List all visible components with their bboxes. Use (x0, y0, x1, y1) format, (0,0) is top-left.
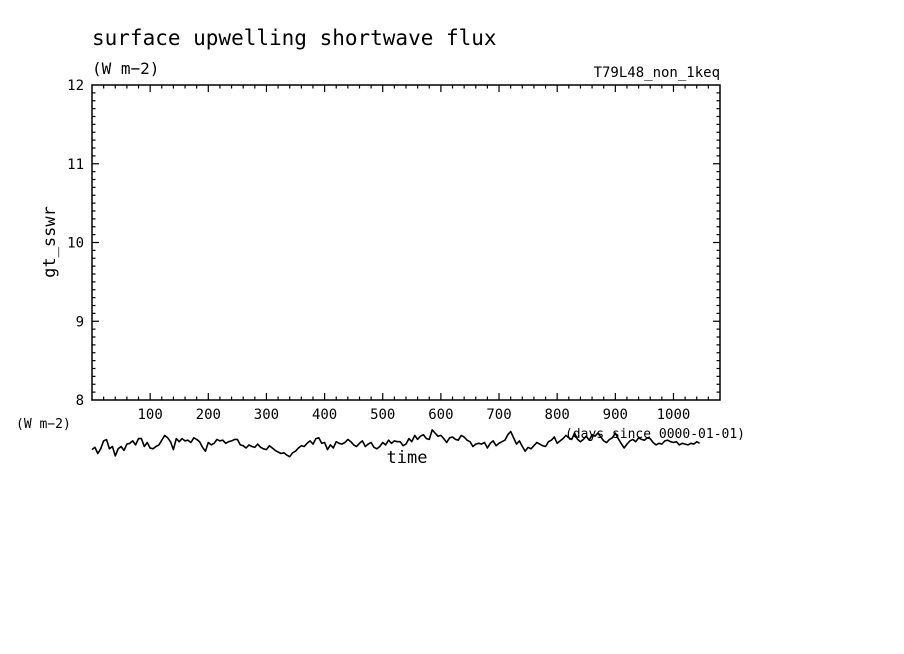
plot-frame (91, 84, 721, 401)
y-tick-label: 12 (67, 78, 84, 94)
x-tick-labels: 100 200 300 400 500 600 700 800 900 1000 (137, 407, 690, 423)
x-tick-label: 900 (603, 407, 628, 423)
y-tick-label: 10 (67, 236, 84, 252)
x-tick-label: 800 (545, 407, 570, 423)
y-tick-label: 9 (76, 314, 84, 330)
y-tick-label: 8 (76, 393, 84, 409)
y-tick-labels: 8 9 10 11 12 (67, 78, 84, 409)
run-label: T79L48_non_1keq (594, 65, 720, 81)
x-tick-label: 500 (370, 407, 395, 423)
x-axis-label: time (387, 448, 428, 468)
x-tick-label: 400 (312, 407, 337, 423)
x-tick-label: 600 (428, 407, 453, 423)
x-tick-label: 100 (137, 407, 162, 423)
x-tick-label: 300 (254, 407, 279, 423)
x-tick-label: 1000 (657, 407, 691, 423)
x-tick-label: 700 (486, 407, 511, 423)
y-axis-label: gt_sswr (40, 206, 60, 278)
y-units-corner: (W m−2) (16, 417, 71, 432)
axis-ticks (92, 85, 720, 400)
chart-title: surface upwelling shortwave flux (92, 26, 497, 50)
x-tick-label: 200 (196, 407, 221, 423)
series-line (91, 429, 700, 458)
y-tick-label: 11 (67, 157, 84, 173)
title-units: (W m−2) (92, 59, 159, 78)
